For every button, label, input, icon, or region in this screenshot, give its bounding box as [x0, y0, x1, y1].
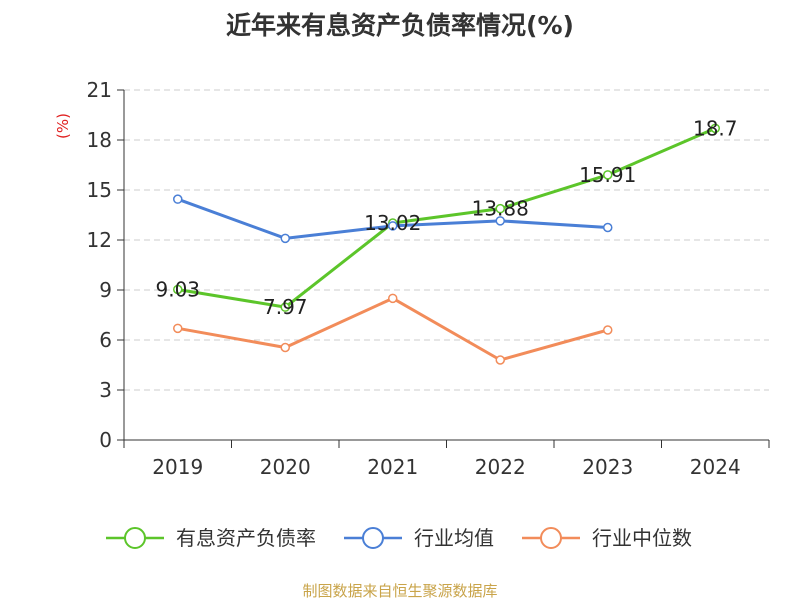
source-note: 制图数据来自恒生聚源数据库: [302, 582, 498, 600]
chart-title: 近年来有息资产负债率情况(%): [226, 11, 574, 40]
y-tick-label: 9: [99, 278, 112, 302]
data-label: 7.97: [263, 295, 308, 319]
data-point: [495, 203, 505, 214]
data-point: [280, 233, 290, 244]
data-point: [173, 194, 183, 204]
y-tick-label: 3: [99, 378, 112, 402]
data-point: [280, 302, 290, 312]
data-point: [603, 325, 613, 335]
x-tick-label: 2023: [582, 455, 633, 479]
data-point: [495, 216, 505, 226]
data-label: 13.02: [364, 211, 421, 235]
series-line-0: [177, 126, 716, 309]
data-point: [710, 123, 720, 134]
data-label: 15.91: [579, 163, 636, 187]
legend-label: 有息资产负债率: [176, 526, 316, 550]
data-point: [280, 342, 290, 353]
legend-swatch-marker: [540, 527, 562, 549]
x-tick-label: 2019: [152, 455, 203, 479]
data-point: [388, 221, 398, 231]
data-point: [603, 170, 613, 180]
data-point: [603, 222, 613, 233]
legend-label: 行业中位数: [592, 526, 692, 550]
y-tick-label: 18: [87, 128, 112, 152]
x-tick-label: 2020: [260, 455, 311, 479]
data-point: [173, 323, 183, 334]
y-tick-label: 6: [99, 328, 112, 352]
y-axis-label: (%): [54, 113, 72, 139]
data-point: [173, 284, 183, 295]
x-tick-label: 2022: [475, 455, 526, 479]
x-tick-label: 2024: [690, 455, 741, 479]
legend-swatch-marker: [362, 527, 384, 549]
data-label: 9.03: [155, 278, 200, 302]
x-tick-label: 2021: [367, 455, 418, 479]
data-label: 18.7: [693, 116, 738, 140]
legend-label: 行业均值: [414, 526, 494, 550]
legend-swatch-marker: [124, 527, 146, 549]
y-tick-label: 15: [87, 178, 112, 202]
y-tick-label: 12: [87, 228, 112, 252]
data-point: [388, 293, 398, 304]
y-tick-label: 0: [99, 428, 112, 452]
data-label: 13.88: [472, 197, 529, 221]
y-tick-label: 21: [87, 78, 112, 102]
data-point: [495, 355, 505, 365]
series-line-2: [177, 296, 609, 362]
